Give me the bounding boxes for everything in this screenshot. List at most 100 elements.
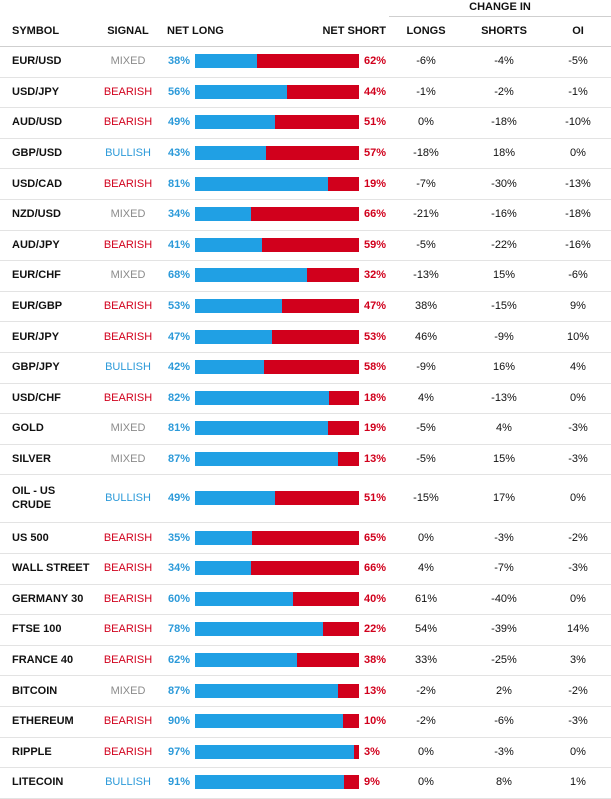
signal-cell: BEARISH	[103, 654, 153, 667]
net-long-percent: 87%	[167, 453, 190, 466]
sentiment-bar-cell	[195, 291, 359, 322]
net-long-percent: 68%	[167, 269, 190, 282]
net-long-bar	[195, 84, 287, 99]
table-row[interactable]: RIPPLE BEARISH 97% 3% 0% -3% 0%	[0, 737, 611, 769]
table-row[interactable]: EUR/GBP BEARISH 53% 47% 38% -15% 9%	[0, 291, 611, 323]
change-oi-cell: 0%	[570, 592, 586, 605]
net-short-bar	[293, 591, 359, 606]
table-row[interactable]: GERMANY 30 BEARISH 60% 40% 61% -40% 0%	[0, 584, 611, 616]
column-header-shorts[interactable]: SHORTS	[481, 25, 527, 37]
net-short-percent: 58%	[364, 361, 387, 374]
net-long-bar	[195, 653, 297, 668]
table-row[interactable]: LITECOIN BULLISH 91% 9% 0% 8% 1%	[0, 767, 611, 799]
table-row[interactable]: USD/CHF BEARISH 82% 18% 4% -13% 0%	[0, 383, 611, 415]
change-longs-cell: 46%	[414, 330, 438, 343]
change-oi-cell: 1%	[570, 776, 586, 789]
net-short-bar	[252, 530, 359, 545]
net-long-percent: 81%	[167, 177, 190, 190]
net-short-percent: 51%	[364, 492, 387, 505]
change-oi-cell: 9%	[570, 300, 586, 313]
sentiment-bar-cell	[195, 444, 359, 475]
table-row[interactable]: USD/JPY BEARISH 56% 44% -1% -2% -1%	[0, 77, 611, 109]
table-row[interactable]: EUR/USD MIXED 38% 62% -6% -4% -5%	[0, 46, 611, 78]
net-long-percent: 49%	[167, 116, 190, 129]
sentiment-bar-cell	[195, 168, 359, 199]
net-long-bar	[195, 591, 294, 606]
symbol-cell: USD/CHF	[12, 391, 61, 404]
net-short-bar	[344, 775, 359, 790]
column-header-net-short[interactable]: NET SHORT	[322, 25, 386, 37]
sentiment-bar-cell	[195, 413, 359, 444]
table-row[interactable]: AUD/USD BEARISH 49% 51% 0% -18% -10%	[0, 107, 611, 139]
net-long-percent: 60%	[167, 592, 190, 605]
net-long-bar	[195, 452, 338, 467]
net-long-bar	[195, 421, 328, 436]
change-oi-cell: -2%	[568, 684, 588, 697]
change-in-group-header: CHANGE IN	[389, 0, 611, 17]
table-row[interactable]: AUD/JPY BEARISH 41% 59% -5% -22% -16%	[0, 230, 611, 262]
signal-cell: BEARISH	[103, 623, 153, 636]
net-long-percent: 97%	[167, 745, 190, 758]
signal-cell: BULLISH	[105, 776, 151, 789]
table-row[interactable]: SILVER MIXED 87% 13% -5% 15% -3%	[0, 444, 611, 476]
net-short-percent: 13%	[364, 684, 387, 697]
net-long-percent: 53%	[167, 300, 190, 313]
table-row[interactable]: US 500 BEARISH 35% 65% 0% -3% -2%	[0, 522, 611, 554]
sentiment-bar	[195, 683, 359, 698]
column-header-symbol[interactable]: SYMBOL	[12, 25, 60, 37]
change-oi-cell: 0%	[570, 745, 586, 758]
net-short-bar	[322, 622, 359, 637]
net-short-percent: 10%	[364, 715, 387, 728]
net-long-bar	[195, 561, 251, 576]
net-long-percent: 49%	[167, 492, 190, 505]
table-row[interactable]: USD/CAD BEARISH 81% 19% -7% -30% -13%	[0, 168, 611, 200]
column-header-net-long[interactable]: NET LONG	[167, 25, 224, 37]
table-row[interactable]: WALL STREET BEARISH 34% 66% 4% -7% -3%	[0, 553, 611, 585]
change-oi-cell: 0%	[570, 492, 586, 505]
column-header-oi[interactable]: OI	[572, 25, 584, 37]
table-row[interactable]: FRANCE 40 BEARISH 62% 38% 33% -25% 3%	[0, 645, 611, 677]
net-short-bar	[275, 115, 359, 130]
table-row[interactable]: GOLD MIXED 81% 19% -5% 4% -3%	[0, 413, 611, 445]
change-oi-cell: 0%	[570, 391, 586, 404]
net-short-bar	[265, 146, 359, 161]
signal-cell: BEARISH	[103, 715, 153, 728]
symbol-cell: EUR/JPY	[12, 330, 60, 343]
change-longs-cell: 0%	[418, 776, 434, 789]
table-row[interactable]: FTSE 100 BEARISH 78% 22% 54% -39% 14%	[0, 614, 611, 646]
table-row[interactable]: EUR/CHF MIXED 68% 32% -13% 15% -6%	[0, 260, 611, 292]
net-short-bar	[327, 421, 359, 436]
net-short-bar	[250, 207, 359, 222]
net-short-bar	[329, 390, 359, 405]
net-long-bar	[195, 683, 338, 698]
net-short-bar	[342, 714, 359, 729]
change-oi-cell: 3%	[570, 654, 586, 667]
change-oi-cell: 4%	[570, 361, 586, 374]
column-header-longs[interactable]: LONGS	[406, 25, 446, 37]
net-long-bar	[195, 268, 307, 283]
table-row[interactable]: BITCOIN MIXED 87% 13% -2% 2% -2%	[0, 675, 611, 707]
change-shorts-cell: -13%	[491, 391, 517, 404]
column-header-signal[interactable]: SIGNAL	[107, 25, 149, 37]
sentiment-bar	[195, 360, 359, 375]
sentiment-bar-cell	[195, 553, 359, 584]
table-row[interactable]: EUR/JPY BEARISH 47% 53% 46% -9% 10%	[0, 321, 611, 353]
sentiment-bar-cell	[195, 77, 359, 108]
table-row[interactable]: GBP/USD BULLISH 43% 57% -18% 18% 0%	[0, 138, 611, 170]
net-long-percent: 87%	[167, 684, 190, 697]
change-shorts-cell: -7%	[494, 562, 514, 575]
symbol-cell: EUR/CHF	[12, 269, 61, 282]
net-long-bar	[195, 491, 276, 506]
net-long-percent: 81%	[167, 422, 190, 435]
table-row[interactable]: NZD/USD MIXED 34% 66% -21% -16% -18%	[0, 199, 611, 231]
table-row[interactable]: GBP/JPY BULLISH 42% 58% -9% 16% 4%	[0, 352, 611, 384]
table-row[interactable]: ETHEREUM BEARISH 90% 10% -2% -6% -3%	[0, 706, 611, 738]
sentiment-bar-cell	[195, 138, 359, 169]
signal-cell: BEARISH	[103, 391, 153, 404]
symbol-cell: FTSE 100	[12, 623, 62, 636]
sentiment-bar	[195, 591, 359, 606]
change-shorts-cell: 8%	[496, 776, 512, 789]
table-row[interactable]: OIL - US CRUDE BULLISH 49% 51% -15% 17% 0%	[0, 474, 611, 524]
net-short-bar	[337, 452, 359, 467]
net-long-percent: 42%	[167, 361, 190, 374]
